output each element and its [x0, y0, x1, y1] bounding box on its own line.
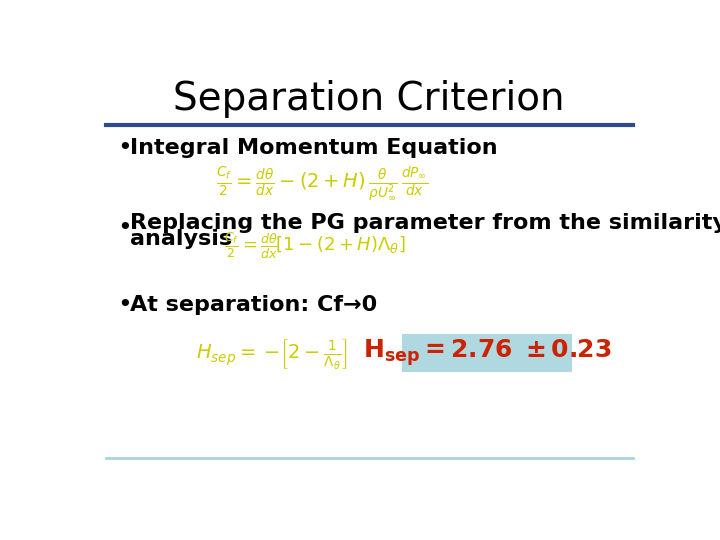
Text: $\frac{C_f}{2} = \frac{d\theta}{dx}\!\left[1-(2+H)\Lambda_\theta\right]$: $\frac{C_f}{2} = \frac{d\theta}{dx}\!\le… — [224, 231, 405, 261]
Text: Replacing the PG parameter from the similarity: Replacing the PG parameter from the simi… — [130, 213, 720, 233]
Text: •: • — [117, 216, 132, 240]
Text: Separation Criterion: Separation Criterion — [174, 80, 564, 118]
Text: $H_{sep} = -\!\left[2 - \frac{1}{\Lambda_\theta}\right]$: $H_{sep} = -\!\left[2 - \frac{1}{\Lambda… — [196, 336, 348, 370]
Text: $\mathbf{H_{sep}}$$\mathbf{=2.76\ \pm0.23}$: $\mathbf{H_{sep}}$$\mathbf{=2.76\ \pm0.2… — [363, 338, 611, 368]
Text: •: • — [117, 136, 132, 160]
Text: $\frac{C_f}{2} = \frac{d\theta}{dx} - (2+H)\,\frac{\theta}{\rho U_{\infty}^{2}}\: $\frac{C_f}{2} = \frac{d\theta}{dx} - (2… — [217, 165, 428, 203]
Text: analysis: analysis — [130, 229, 233, 249]
Text: •: • — [117, 293, 132, 317]
Text: Integral Momentum Equation: Integral Momentum Equation — [130, 138, 498, 158]
FancyBboxPatch shape — [402, 334, 572, 372]
Text: At separation: Cf→0: At separation: Cf→0 — [130, 295, 377, 315]
